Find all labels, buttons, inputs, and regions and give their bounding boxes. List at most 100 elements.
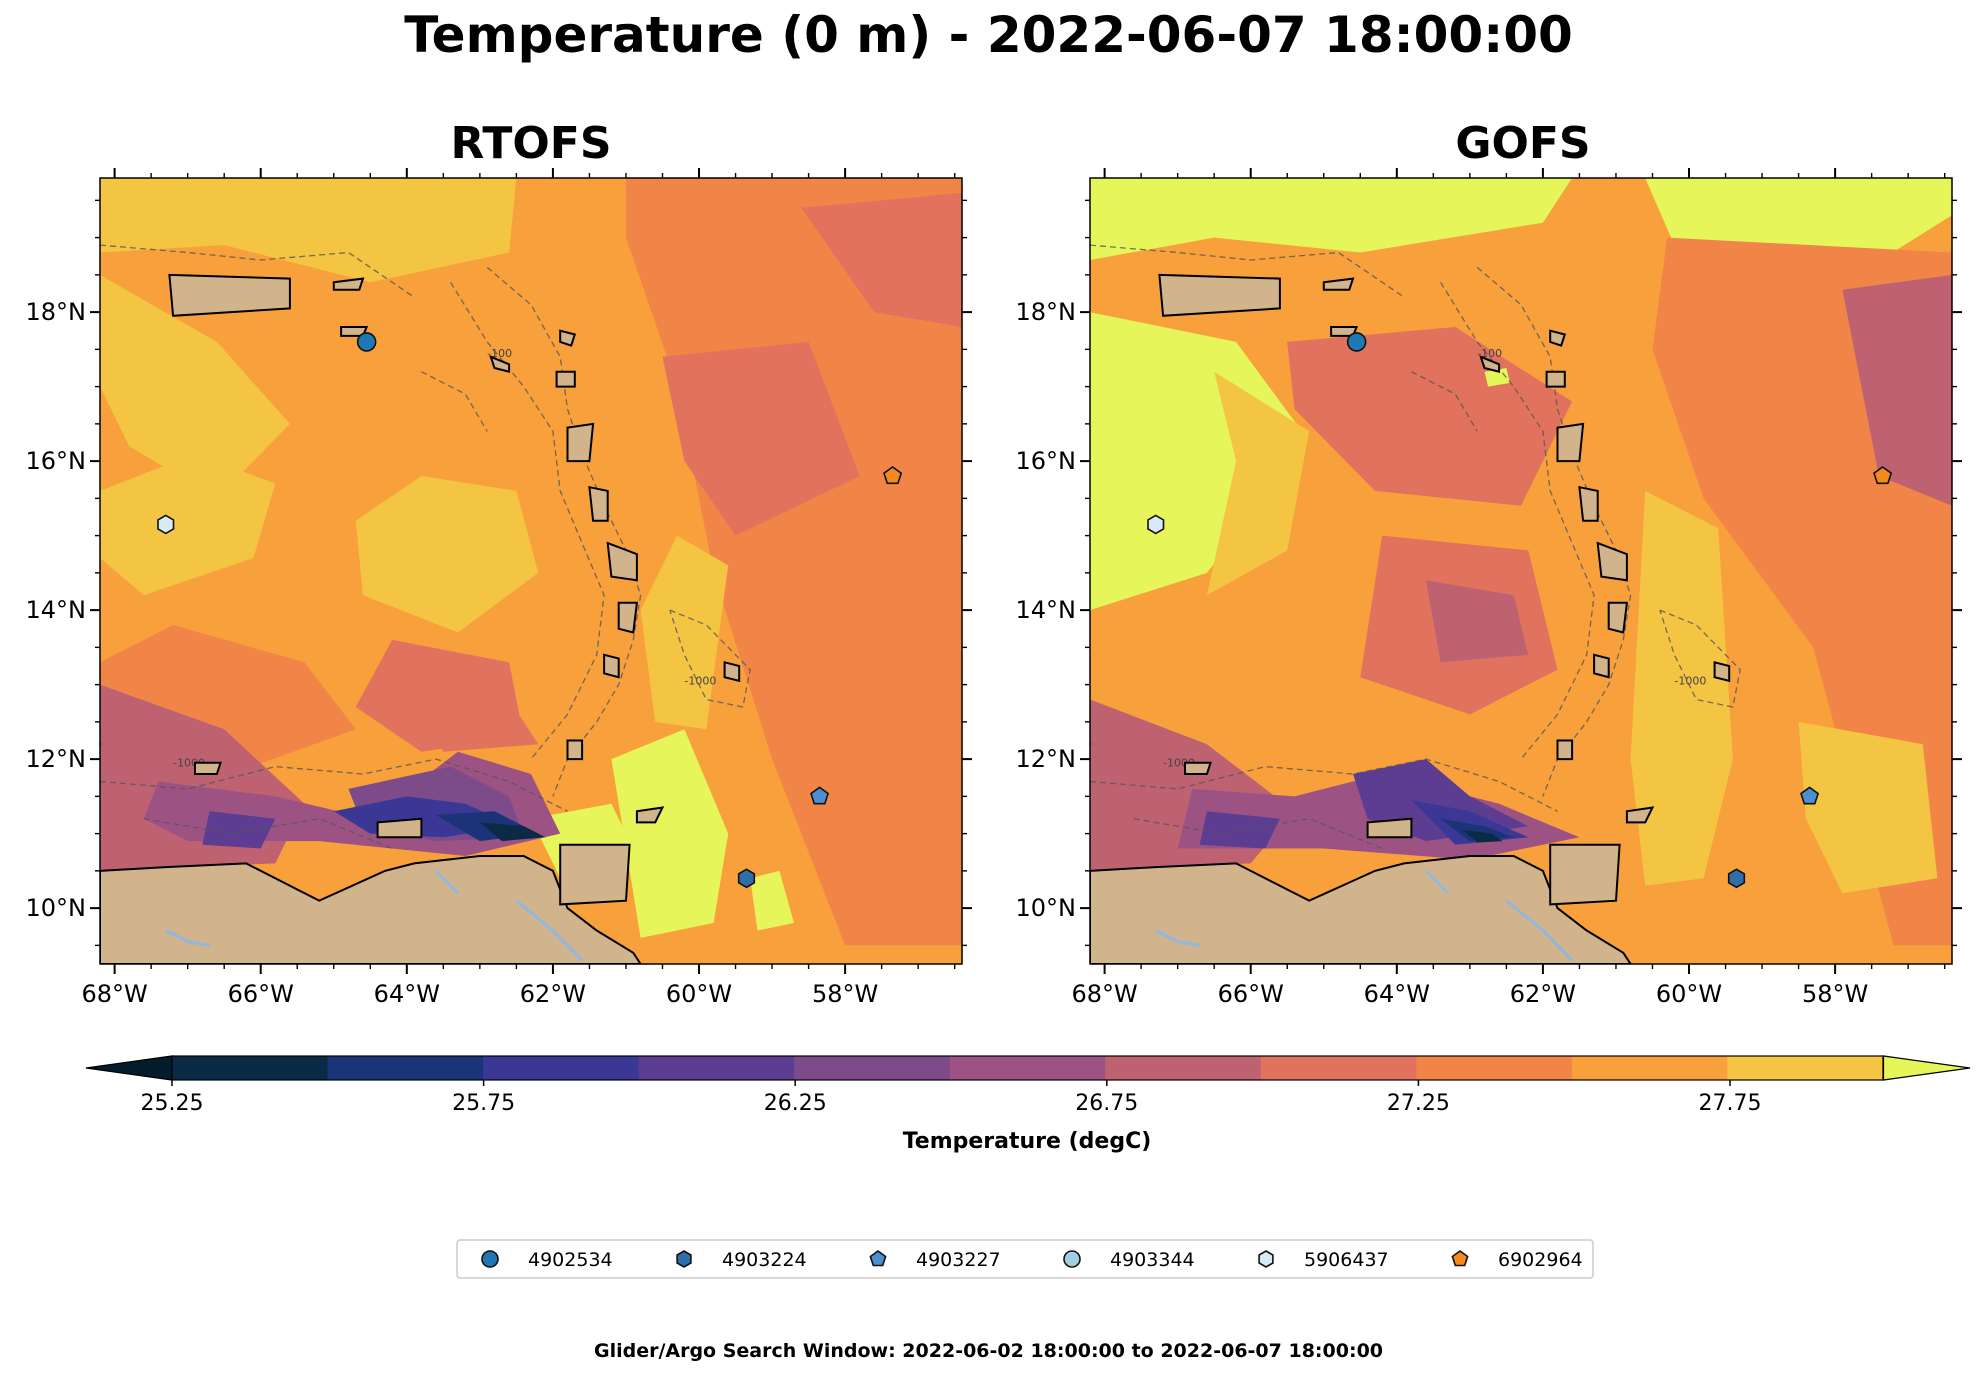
temperature-contour-region <box>1842 274 1952 506</box>
contour-label: -100 <box>487 347 512 360</box>
temperature-contour-region <box>1798 721 1938 894</box>
land-dominica <box>1578 485 1599 522</box>
bathymetry-contour <box>143 818 393 850</box>
colorbar-extend-low <box>85 1055 173 1081</box>
temperature-contour-region <box>1090 312 1302 611</box>
temperature-contour-region <box>1090 178 1573 260</box>
temperature-colorbar: 25.25 25.75 26.25 26.75 27.25 27.75 Temperatur… <box>85 1055 1971 1154</box>
colorbar-tick-label: 26.75 <box>1075 1091 1138 1116</box>
land-grenada <box>1556 739 1574 761</box>
lon-tick-label: 58°W <box>812 980 878 1008</box>
colorbar-segment <box>794 1056 951 1080</box>
temperature-contour-region <box>1426 580 1529 663</box>
contour-label: -1000 <box>1674 675 1706 688</box>
river <box>1505 899 1574 962</box>
legend-frame <box>456 1239 1594 1279</box>
float-marker-6902964 <box>883 466 903 485</box>
colorbar-tick-label: 27.75 <box>1699 1091 1762 1116</box>
temperature-contour-region <box>611 729 729 938</box>
legend-marker-6902964 <box>1451 1250 1469 1267</box>
river <box>165 929 210 947</box>
legend-label-4902534: 4902534 <box>528 1249 613 1271</box>
land-puertoRico <box>1158 273 1281 317</box>
land-guadeloupe <box>1556 422 1585 463</box>
float-marker-4903224 <box>1727 868 1746 889</box>
bathymetry-contour <box>1659 609 1741 708</box>
legend-marker-5906437 <box>1258 1250 1274 1268</box>
land-stKitts <box>1479 355 1501 373</box>
float-marker-4902534 <box>1346 332 1367 352</box>
colorbar-segment <box>172 1056 329 1080</box>
legend-label-4903224: 4903224 <box>722 1249 807 1271</box>
colorbar-segment <box>1416 1056 1573 1080</box>
temperature-contour-region <box>801 192 962 327</box>
lon-tick-label: 60°W <box>666 980 732 1008</box>
temperature-contour-region <box>479 822 546 842</box>
river <box>515 899 584 962</box>
land-stKitts <box>489 355 511 373</box>
land-venezuela <box>100 855 642 964</box>
lat-tick-label: 16°N <box>26 447 87 475</box>
float-marker-6902964 <box>1873 466 1893 485</box>
lon-tick-label: 58°W <box>1802 980 1868 1008</box>
temperature-contour-region <box>750 870 794 931</box>
map-frame <box>99 177 963 965</box>
float-marker-5906437 <box>1147 514 1165 535</box>
float-marker-4903227 <box>810 786 830 805</box>
lon-tick-label: 66°W <box>228 980 294 1008</box>
colorbar-tick-label: 27.25 <box>1387 1091 1450 1116</box>
river <box>434 869 459 895</box>
land-stVincent <box>603 653 620 679</box>
temperature-contour-region <box>1484 368 1510 387</box>
colorbar-label: Temperature (degC) <box>903 1129 1152 1154</box>
lon-tick-label: 66°W <box>1218 980 1284 1008</box>
map-frame <box>1089 177 1953 965</box>
temperature-contour-region <box>640 535 729 730</box>
lon-tick-label: 68°W <box>81 980 147 1008</box>
legend-marker-4903227 <box>869 1250 887 1267</box>
legend-label-4903344: 4903344 <box>1110 1249 1195 1271</box>
temperature-contour-region <box>1440 818 1514 842</box>
colorbar-segment <box>1571 1056 1728 1080</box>
lon-tick-label: 60°W <box>1656 980 1722 1008</box>
river <box>1155 929 1200 947</box>
land-antigua <box>1545 370 1566 388</box>
temperature-contour-region <box>100 178 517 283</box>
search-window-footer: Glider/Argo Search Window: 2022-06-02 18… <box>593 1340 1384 1362</box>
lat-tick-label: 14°N <box>1016 596 1077 624</box>
land-virginIs <box>1322 277 1355 291</box>
lat-tick-label: 14°N <box>26 596 87 624</box>
land-martinique <box>606 541 638 582</box>
land-trinidad <box>559 843 631 906</box>
float-marker-4902534 <box>356 332 377 352</box>
float-legend: 4902534 4903224 4903227 4903344 5906437 69029… <box>456 1239 1594 1279</box>
colorbar-segment <box>1260 1056 1417 1080</box>
lat-tick-label: 10°N <box>26 894 87 922</box>
legend-marker-4902534 <box>481 1250 499 1268</box>
land-puertoRico <box>168 273 291 317</box>
land-stLucia <box>617 601 639 634</box>
legend-label-5906437: 5906437 <box>1304 1249 1389 1271</box>
colorbar-segment <box>1105 1056 1262 1080</box>
contour-label: -100 <box>1477 347 1502 360</box>
float-marker-5906437 <box>157 514 175 535</box>
lat-tick-label: 12°N <box>26 745 87 773</box>
land-barbuda <box>1549 329 1567 347</box>
lon-tick-label: 62°W <box>520 980 586 1008</box>
land-tobago <box>1625 806 1655 824</box>
land-antigua <box>555 370 576 388</box>
land-guadeloupe <box>566 422 595 463</box>
rtofs-map: -1000-1000-100-100068°W66°W64°W62°W60°W5… <box>26 168 972 1008</box>
lon-tick-label: 64°W <box>374 980 440 1008</box>
legend-label-6902964: 6902964 <box>1498 1249 1583 1271</box>
colorbar-segment <box>483 1056 640 1080</box>
lon-tick-label: 68°W <box>1071 980 1137 1008</box>
temperature-contour-region <box>1630 490 1733 886</box>
bathymetry-contour <box>1090 244 1405 298</box>
lat-tick-label: 18°N <box>26 298 87 326</box>
lat-tick-label: 16°N <box>1016 447 1077 475</box>
gofs-map: -1000-1000-100-100068°W66°W64°W62°W60°W5… <box>1016 168 1962 1008</box>
bathymetry-contour <box>100 244 415 298</box>
land-barbados <box>1713 661 1731 683</box>
colorbar-segment <box>1727 1056 1884 1080</box>
